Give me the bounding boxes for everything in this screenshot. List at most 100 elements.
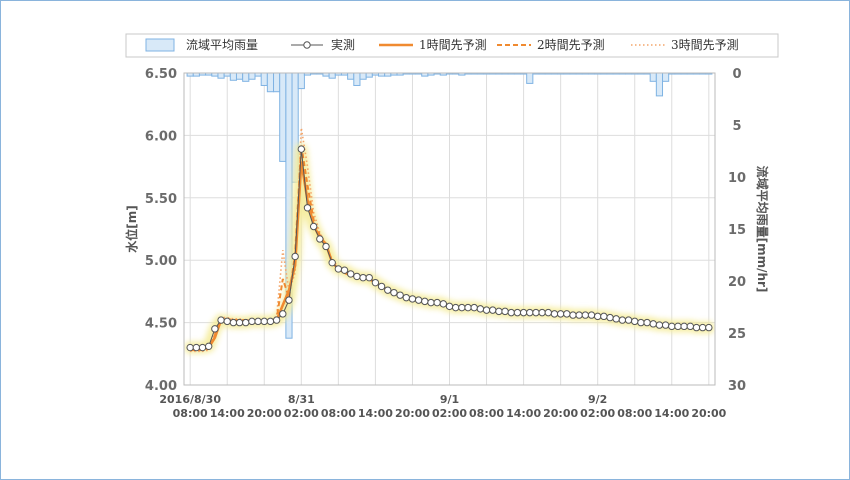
observed-point (427, 298, 435, 307)
x-tick-time-label: 20:00 (543, 407, 578, 420)
x-tick-time-label: 08:00 (469, 407, 504, 420)
legend-label: 2時間先予測 (537, 38, 605, 52)
rainfall-bar (266, 73, 275, 93)
x-tick-time-label: 02:00 (284, 407, 319, 420)
observed-point (365, 273, 373, 282)
observed-point (192, 343, 201, 352)
legend-label: 流域平均雨量 (186, 38, 258, 52)
y-right-ticks: 0 5 10 15 20 25 30 (728, 67, 746, 394)
observed-point (445, 302, 454, 311)
observed-point (575, 311, 583, 319)
observed-point (433, 298, 441, 307)
rainfall-bar (297, 73, 305, 90)
observed-point (513, 308, 522, 317)
x-tick-time-label: 14:00 (506, 407, 541, 420)
rainfall-bar (260, 73, 268, 86)
observed-point (569, 311, 577, 319)
x-tick-time-label: 20:00 (395, 407, 430, 420)
observed-point (328, 258, 336, 267)
y-right-tick-label: 0 (732, 67, 741, 82)
y-left-tick-label: 5.50 (145, 192, 177, 207)
observed-point (204, 342, 213, 351)
observed-point (235, 318, 244, 327)
x-tick-date-label: 9/1 (440, 393, 459, 406)
observed-point (198, 343, 207, 352)
x-tick-time-label: 14:00 (358, 407, 393, 420)
y-left-tick-label: 5.00 (145, 254, 177, 269)
observed-point (655, 321, 664, 329)
observed-point (266, 317, 275, 326)
y-right-tick-label: 25 (728, 327, 746, 342)
observed-point (353, 272, 361, 281)
legend-box (125, 33, 779, 58)
legend: 流域平均雨量 実測 1時間先予測 2時間先予測 3時間先予測 (125, 33, 779, 58)
y-left-tick-label: 6.00 (145, 129, 177, 144)
y-left-tick-label: 4.00 (145, 379, 177, 394)
observed-point (316, 235, 324, 243)
rainfall-bar (359, 73, 367, 80)
observed-point (384, 286, 392, 294)
rainfall-bar (279, 73, 287, 162)
observed-point (649, 320, 657, 328)
observed-point (581, 311, 590, 319)
observed-point (686, 322, 695, 331)
observed-point (396, 291, 404, 299)
observed-point (402, 293, 410, 302)
observed-point (489, 306, 497, 314)
x-tick-date-label: 9/2 (588, 393, 607, 406)
observed-point (470, 303, 478, 312)
observed-point (674, 322, 682, 331)
observed-point (680, 322, 688, 331)
legend-swatch-observed-marker (303, 41, 311, 49)
rainfall-bar (217, 73, 225, 79)
y-right-tick-label: 5 (732, 119, 741, 134)
rainfall-bar (242, 73, 250, 82)
observed-point (297, 145, 306, 153)
rainfall-bars (186, 73, 713, 339)
observed-point (340, 266, 349, 274)
observed-point (414, 296, 423, 304)
observed-point (618, 316, 627, 324)
observed-point (309, 222, 318, 231)
observed-point (451, 303, 460, 312)
legend-label: 実測 (331, 37, 355, 52)
observed-point (291, 252, 299, 261)
observed-point (371, 278, 380, 287)
observed-point (279, 310, 287, 318)
observed-point (556, 310, 565, 318)
observed-point (439, 300, 448, 308)
x-tick-time-label: 02:00 (580, 407, 615, 420)
y-left-ticks: 4.00 4.50 5.00 5.50 6.00 6.50 (145, 67, 177, 394)
observed-point (421, 297, 429, 306)
observed-point (458, 303, 466, 312)
observed-point (550, 310, 559, 318)
observed-point (624, 316, 633, 324)
y-left-tick-label: 4.50 (145, 317, 177, 332)
observed-point (705, 323, 713, 332)
x-tick-time-label: 08:00 (173, 407, 208, 420)
observed-point (612, 315, 620, 323)
observed-point (390, 288, 398, 297)
observed-point (526, 308, 534, 317)
rainfall-bar (229, 73, 237, 81)
legend-swatch-rainfall (145, 38, 175, 52)
observed-point (482, 306, 491, 314)
observed-point (272, 316, 281, 324)
observed-point (347, 270, 355, 278)
observed-point (248, 317, 256, 326)
x-tick-time-label: 02:00 (432, 407, 467, 420)
x-tick-time-label: 08:00 (617, 407, 652, 420)
observed-point (334, 265, 343, 273)
rainfall-bar (365, 73, 373, 78)
observed-point (322, 242, 330, 251)
observed-point (698, 323, 707, 332)
observed-point (668, 322, 676, 331)
rainfall-bar (526, 73, 534, 84)
observed-point (600, 312, 608, 321)
observed-point (359, 273, 367, 282)
x-tick-time-label: 14:00 (210, 407, 245, 420)
observed-point (211, 325, 219, 333)
y-right-tick-label: 15 (728, 223, 746, 238)
